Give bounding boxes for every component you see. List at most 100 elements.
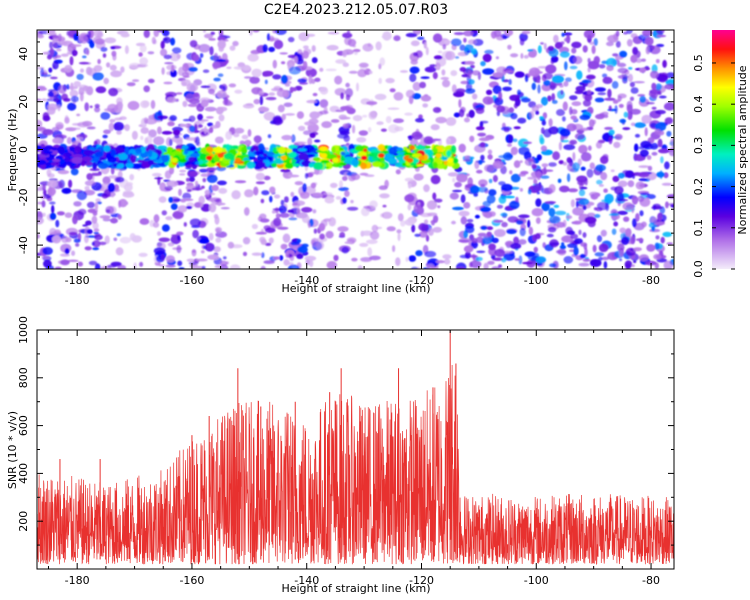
spectrogram-noise-cell <box>204 106 217 112</box>
spectrogram-noise-cell <box>540 42 544 45</box>
spectrogram-noise-cell <box>612 99 619 104</box>
spectrogram-noise-cell <box>110 261 122 267</box>
spectrogram-noise-cell <box>53 97 60 103</box>
spectrogram-band-cell <box>291 159 297 163</box>
spectrogram-noise-cell <box>113 237 118 241</box>
spectrogram-noise-cell <box>466 113 470 118</box>
spectrogram-noise-cell <box>127 100 140 111</box>
spectrogram-noise-cell <box>404 194 415 203</box>
spectrogram-noise-cell <box>320 219 328 227</box>
spectrogram-noise-cell <box>631 264 635 268</box>
spectrogram-noise-cell <box>549 263 557 268</box>
spectrogram-noise-cell <box>151 172 162 177</box>
spectrogram-noise-cell <box>290 191 295 197</box>
spectrogram-noise-cell <box>280 243 288 250</box>
spectrogram-noise-cell <box>455 266 465 269</box>
spectrogram-noise-cell <box>569 95 578 101</box>
spectrogram-noise-cell <box>109 119 116 123</box>
spectrogram-peak <box>378 153 385 158</box>
spectrogram-noise-cell <box>368 70 373 75</box>
spectrogram-noise-cell <box>140 100 150 109</box>
spectrogram-noise-cell <box>307 137 313 146</box>
spectrogram-noise-cell <box>570 115 577 120</box>
spectrogram-noise-cell <box>523 54 529 59</box>
spectrogram-noise-cell <box>582 232 587 238</box>
spectrogram-noise-cell <box>91 241 95 246</box>
spectrogram-x-tick-label: -180 <box>65 274 90 287</box>
spectrogram-noise-cell <box>645 36 654 46</box>
spectrogram-noise-cell <box>581 79 592 84</box>
spectrogram-noise-cell <box>562 116 566 122</box>
snr-y-tick-label: 1000 <box>17 316 30 344</box>
spectrogram-noise-cell <box>73 238 81 243</box>
spectrogram-noise-cell <box>280 199 285 206</box>
spectrogram-noise-cell <box>334 75 343 85</box>
spectrogram-noise-cell <box>634 122 646 128</box>
spectrogram-noise-cell <box>247 129 252 137</box>
spectrogram-y-tick-label: -40 <box>17 236 30 254</box>
spectrogram-noise-cell <box>622 127 631 131</box>
spectrogram-noise-cell <box>413 173 424 181</box>
spectrogram-noise-cell <box>120 32 130 38</box>
spectrogram-noise-cell <box>279 255 284 261</box>
spectrogram-noise-cell <box>119 116 127 121</box>
spectrogram-noise-cell <box>621 236 630 245</box>
spectrogram-noise-cell <box>297 125 306 131</box>
spectrogram-noise-cell <box>666 130 672 137</box>
spectrogram-noise-cell <box>432 107 442 113</box>
spectrogram-noise-cell <box>87 30 92 39</box>
spectrogram-band-cell <box>253 151 264 155</box>
spectrogram-noise-cell <box>92 221 99 230</box>
spectrogram-noise-cell <box>547 95 552 102</box>
spectrogram-noise-cell <box>466 218 474 223</box>
spectrogram-noise-cell <box>580 242 588 247</box>
spectrogram-noise-cell <box>105 206 115 214</box>
spectrogram-noise-cell <box>113 184 120 191</box>
spectrogram-noise-cell <box>64 212 73 218</box>
spectrogram-noise-cell <box>553 34 559 44</box>
spectrogram-noise-cell <box>504 195 516 199</box>
spectrogram-noise-cell <box>71 127 81 130</box>
spectrogram-noise-cell <box>367 247 373 257</box>
spectrogram-band-cell <box>223 152 234 160</box>
spectrogram-noise-cell <box>608 105 612 111</box>
spectrogram-noise-cell <box>51 39 58 49</box>
spectrogram-noise-cell <box>492 85 502 95</box>
spectrogram-noise-cell <box>57 170 70 175</box>
spectrogram-noise-cell <box>477 132 486 137</box>
spectrogram-noise-cell <box>560 89 564 95</box>
spectrogram-noise-cell <box>433 55 443 60</box>
spectrogram-noise-cell <box>76 113 81 117</box>
spectrogram-noise-cell <box>382 204 387 208</box>
spectrogram-band-cell <box>377 144 385 152</box>
spectrogram-noise-cell <box>169 52 181 62</box>
spectrogram-noise-cell <box>618 172 625 179</box>
spectrogram-noise-cell <box>543 169 554 172</box>
spectrogram-band-cell <box>129 154 137 163</box>
spectrogram-noise-cell <box>598 256 603 261</box>
spectrogram-noise-cell <box>116 130 122 135</box>
spectrogram-noise-cell <box>472 70 481 76</box>
spectrogram-band-cell <box>74 145 82 154</box>
spectrogram-noise-cell <box>174 134 180 139</box>
spectrogram-noise-cell <box>244 189 254 198</box>
spectrogram-noise-cell <box>128 62 141 69</box>
spectrogram-noise-cell <box>411 131 423 140</box>
spectrogram-noise-cell <box>478 137 491 142</box>
spectrogram-noise-cell <box>536 191 540 195</box>
spectrogram-band-cell <box>116 163 125 169</box>
spectrogram-noise-cell <box>518 146 530 156</box>
spectrogram-noise-cell <box>627 180 635 188</box>
spectrogram-noise-cell <box>603 188 608 193</box>
spectrogram-noise-cell <box>510 146 518 156</box>
spectrogram-noise-cell <box>45 265 55 269</box>
spectrogram-noise-cell <box>359 172 369 176</box>
spectrogram-noise-cell <box>340 106 352 111</box>
spectrogram-noise-cell <box>625 228 632 237</box>
spectrogram-noise-cell <box>467 70 472 79</box>
spectrogram-noise-cell <box>111 50 117 57</box>
spectrogram-noise-cell <box>513 126 521 130</box>
spectrogram-noise-cell <box>195 136 200 146</box>
spectrogram-y-tick-label: -20 <box>17 188 30 206</box>
spectrogram-noise-cell <box>476 236 484 244</box>
